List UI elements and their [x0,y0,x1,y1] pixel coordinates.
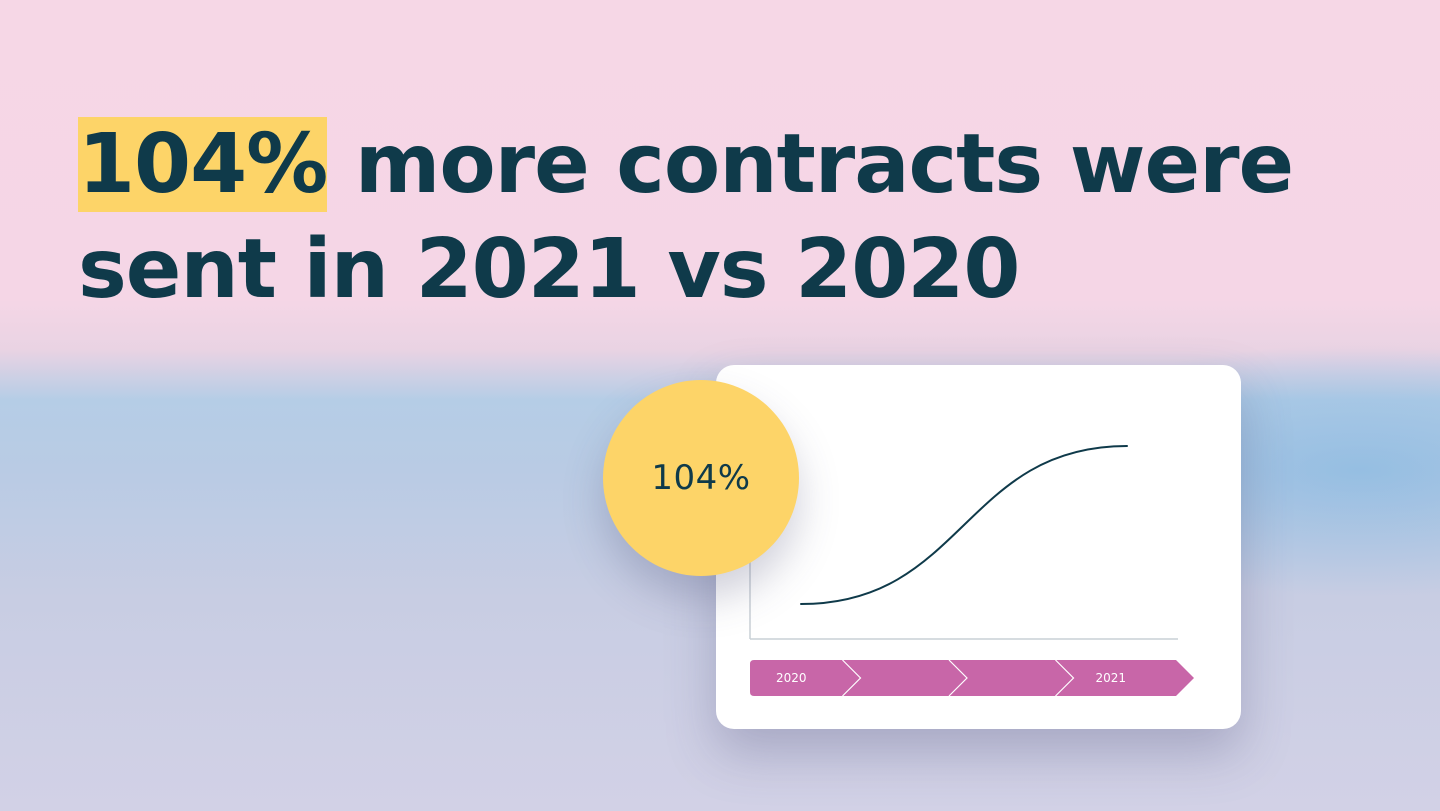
timeline-label-2021: 2021 [1095,671,1126,685]
timeline-chevron [842,659,862,697]
badge-value: 104% [651,458,751,498]
headline: 104% more contracts were sent in 2021 vs … [78,112,1378,322]
timeline-bar [750,660,1194,696]
series-line [800,445,1128,605]
chart-card: 2020 2021 [716,365,1241,729]
percentage-badge: 104% [603,380,799,576]
chart-svg: 2020 2021 [749,395,1194,697]
headline-line1-rest: more contracts were [327,117,1294,212]
headline-highlight: 104% [78,117,328,212]
timeline-label-2020: 2020 [776,671,807,685]
timeline-chevron [948,659,968,697]
headline-line2: sent in 2021 vs 2020 [78,222,1020,317]
timeline-chevron [1055,659,1075,697]
